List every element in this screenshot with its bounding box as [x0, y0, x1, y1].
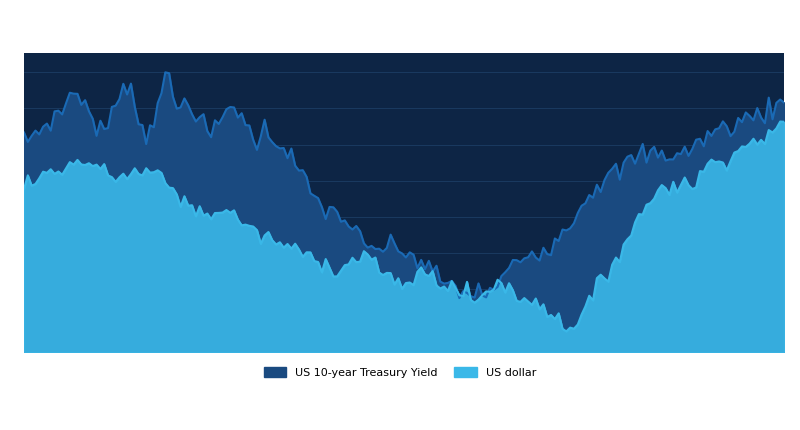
Legend: US 10-year Treasury Yield, US dollar: US 10-year Treasury Yield, US dollar — [264, 367, 536, 378]
Text: US 10-year Treasury Yield and US dollar: US 10-year Treasury Yield and US dollar — [16, 24, 296, 37]
